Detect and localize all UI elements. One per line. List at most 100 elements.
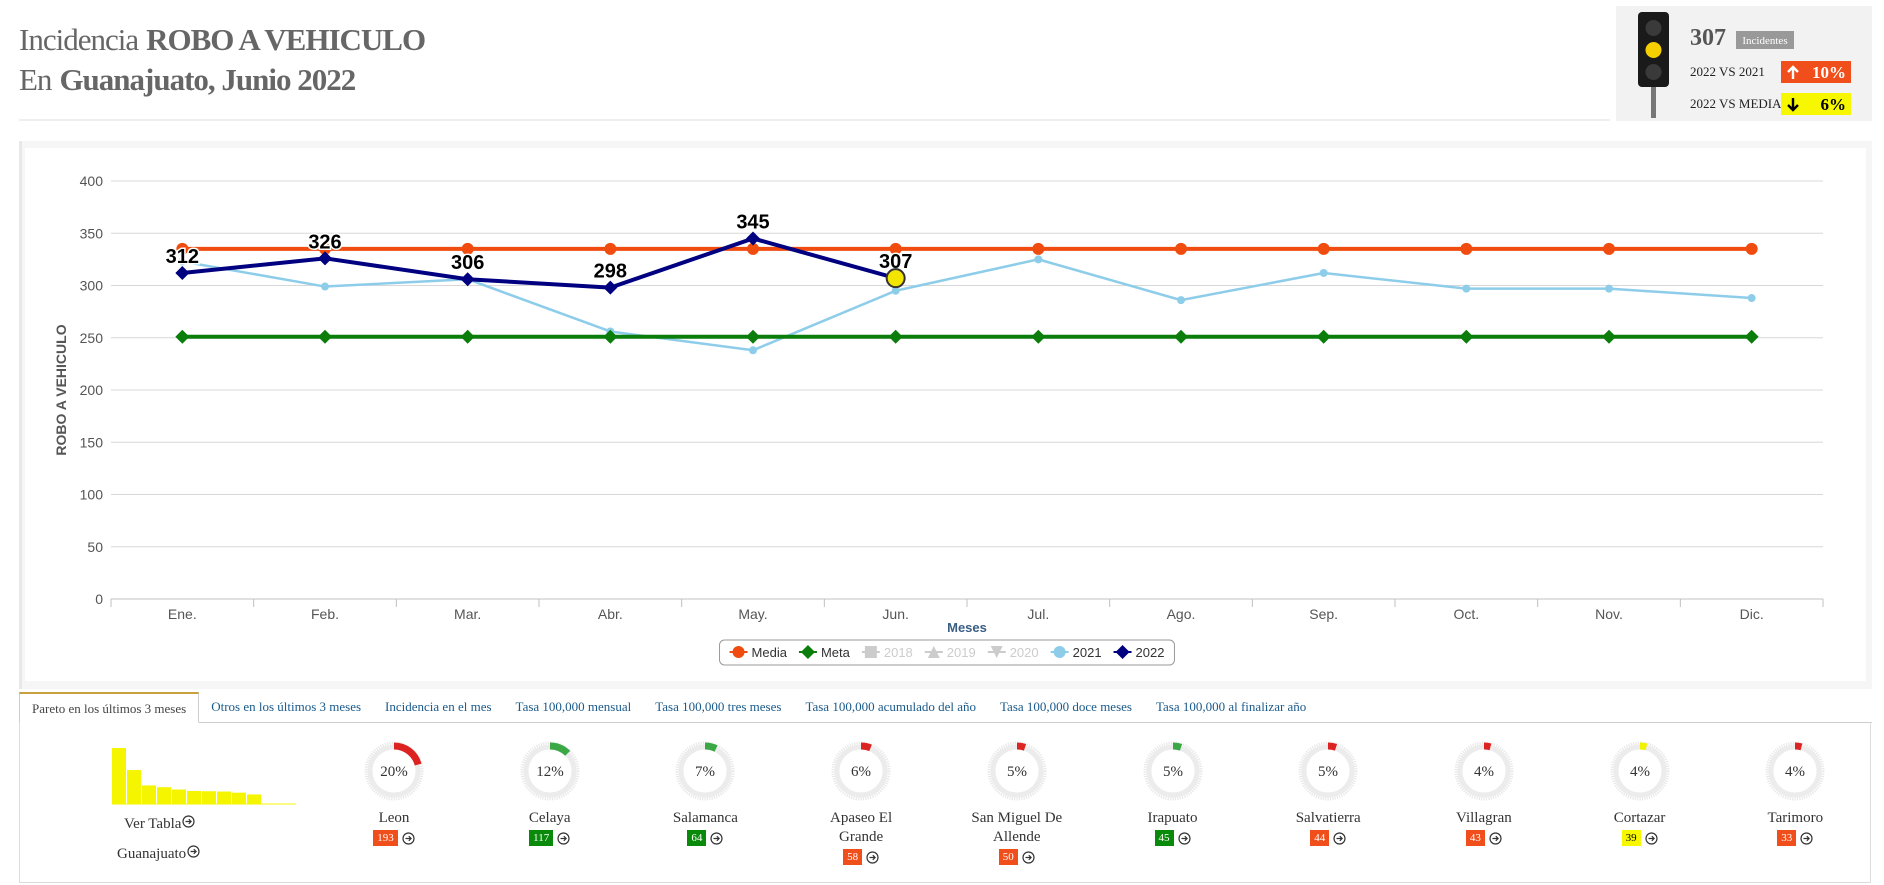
y-tick-label: 200 [80,382,104,398]
data-label: 298 [594,261,627,283]
y-tick-label: 300 [80,278,104,294]
gauge-label: 5% [1318,764,1338,780]
legend-item: 2018 [861,645,913,660]
tab[interactable]: Tasa 100,000 tres meses [655,699,782,714]
point [318,251,332,266]
tab[interactable]: Tasa 100,000 mensual [515,699,632,714]
arrow-icon[interactable] [866,850,879,864]
title-prefix: En [19,62,53,97]
arrow-icon[interactable] [1333,831,1346,845]
count-badge: 39 [1621,830,1641,846]
arrow-icon[interactable] [1644,831,1658,845]
pareto-bar [232,792,246,804]
series-Media [176,242,1758,255]
legend-label: Meta [821,645,851,660]
point [1053,646,1066,658]
gauge-arc [988,742,1046,800]
municipality-name: Villagran [1456,810,1512,826]
link-text: Ver Tabla [124,815,182,832]
tab[interactable]: Tasa 100,000 acumulado del año [805,699,977,714]
arrow-icon[interactable] [1800,831,1813,845]
arrow-icon[interactable] [1022,850,1035,864]
data-label: 312 [166,246,199,268]
legend-label: 2018 [884,645,913,660]
municipality-card: 4% Tarimoro 33 [1735,741,1855,846]
y-tick-label: 400 [80,173,104,189]
tab[interactable]: Tasa 100,000 doce meses [1000,699,1132,714]
gauge: 5% [1143,741,1202,801]
summary-count-label: Incidentes [1742,35,1787,47]
municipality-card: 4% Cortazar 39 [1580,741,1700,846]
tab[interactable]: Tasa 100,000 al finalizar año [1155,699,1307,714]
y-tick-label: 350 [80,225,104,241]
count-row: 193 [334,830,454,846]
x-tick-label: Ago. [1167,606,1196,622]
gauge: 5% [987,741,1047,801]
pareto-panel [19,722,1871,883]
point [319,242,331,255]
pareto-bar [157,787,171,804]
point [990,646,1003,658]
arrow-icon[interactable] [710,831,723,845]
pareto-bar [247,794,261,804]
x-tick-label: Ene. [168,606,197,622]
gauge-arc [1144,742,1201,800]
gauge: 6% [831,741,891,801]
point [321,282,329,291]
pareto-bar [172,789,186,804]
point [746,329,760,344]
municipality-name: Apaseo El Grande [830,810,893,845]
point [864,646,877,658]
tab-bar: Pareto en los últimos 3 meses Otros en lo… [19,692,1872,723]
gauge-arc [1611,742,1669,800]
x-tick-label: Mar. [454,606,481,622]
point [1603,242,1615,255]
series-Meta [175,329,1759,344]
arrow-icon[interactable] [557,831,570,845]
count-badge: 43 [1465,830,1485,846]
gauge: 5% [1298,741,1358,801]
legend-item: 2022 [1113,645,1164,660]
point [178,257,187,266]
gauge-arc [521,742,579,800]
arrow-icon[interactable] [1489,831,1502,845]
gauge-arc [1299,742,1357,800]
link-ver-tabla[interactable]: Ver Tabla [124,815,196,833]
gauge-track [520,741,580,801]
arrow-icon [187,845,200,863]
link-state[interactable]: Guanajuato [117,845,200,863]
count-row: 64 [645,830,765,846]
y-tick-label: 150 [80,434,104,450]
pareto-bar [142,785,156,804]
municipality-card: 7% Salamanca 64 [645,741,765,846]
gauge: 7% [675,741,735,801]
compare-badge: 10% [1781,61,1851,83]
municipality-card: 6% Apaseo El Grande 58 [801,741,921,865]
point [1459,329,1474,344]
count-badge: 193 [373,830,398,846]
legend-label: Media [752,645,788,660]
circle-arrow [1177,831,1191,845]
legend-item: Media [729,645,788,660]
tab[interactable]: Pareto en los últimos 3 meses [19,692,200,723]
x-axis-label: Meses [947,620,987,635]
point [1175,242,1187,255]
highlight-point [885,268,906,289]
plot: 0 50 100 150 200 250 300 350 400 Ene. Feb. Mar. Abr.… [53,173,1824,666]
tab[interactable]: Otros en los últimos 3 meses [211,699,362,714]
legend-item: 2019 [924,645,976,660]
point [1462,284,1471,293]
arrow-icon[interactable] [1177,831,1191,845]
municipality-name: Salvatierra [1295,810,1361,826]
title-line-1: Incidencia ROBO A VEHICULO [19,22,425,57]
point [732,646,745,658]
point [1744,329,1759,344]
circle-arrow [187,845,200,858]
point [1031,329,1046,344]
point [1319,268,1328,277]
circle-arrow [1022,850,1035,864]
arrow-icon[interactable] [402,831,415,845]
point [603,329,618,344]
tab[interactable]: Incidencia en el mes [385,699,492,714]
